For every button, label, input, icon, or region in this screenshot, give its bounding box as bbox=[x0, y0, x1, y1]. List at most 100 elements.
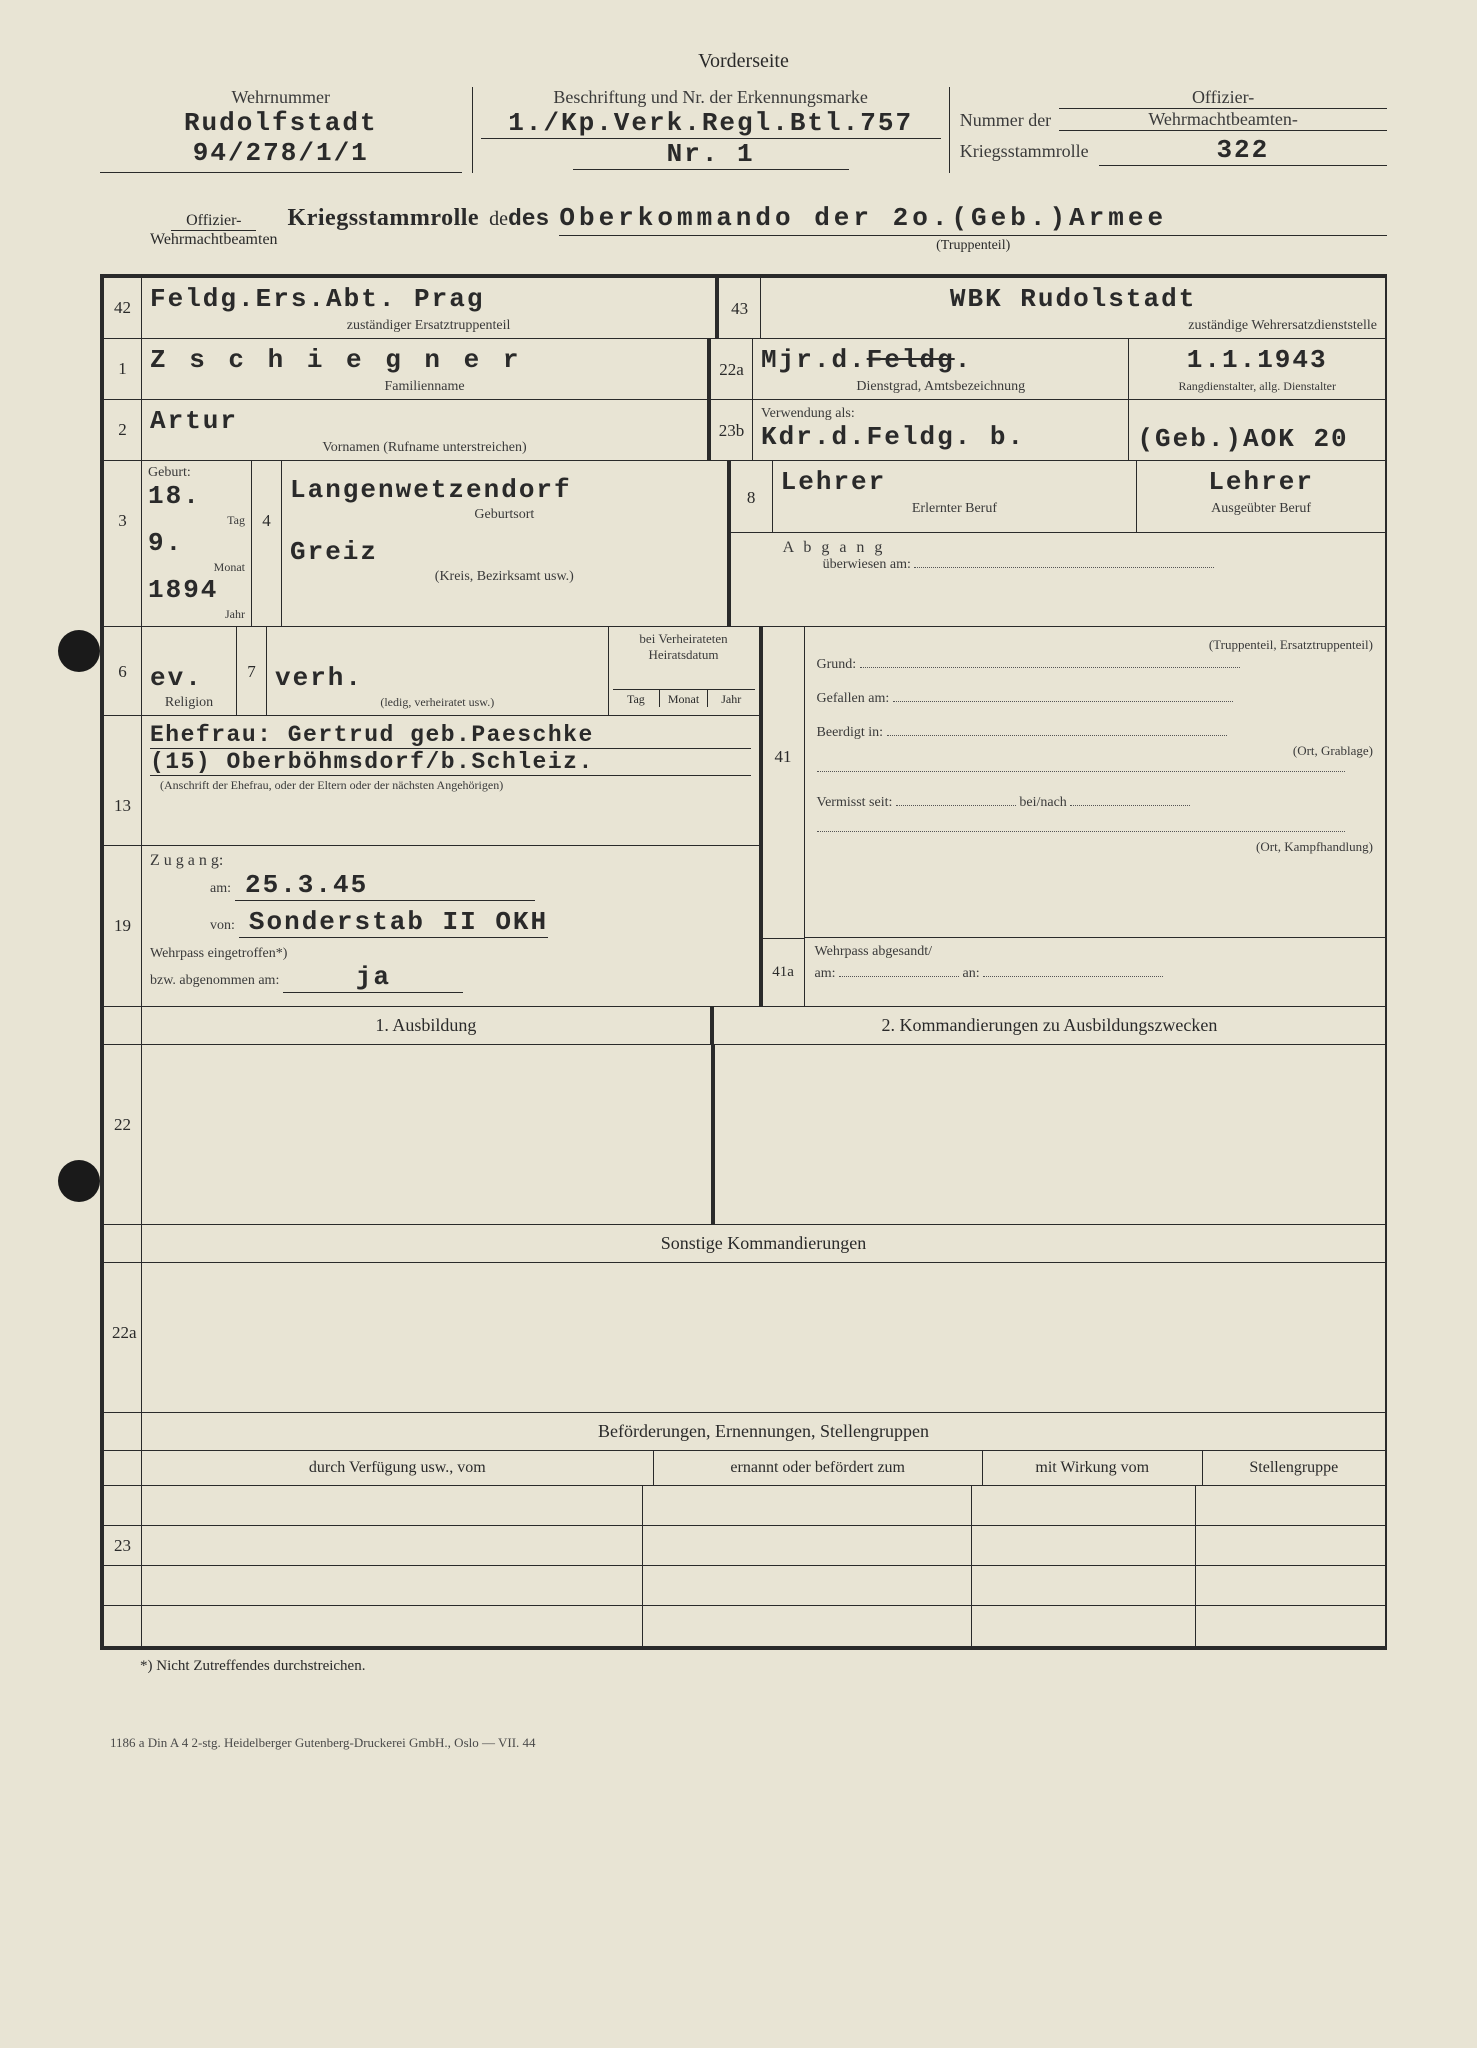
grund-row: Grund: bbox=[817, 657, 1373, 673]
row-22a-body: 22a bbox=[104, 1263, 1385, 1413]
value-23b-1: Kdr.d.Feldg. b. bbox=[761, 422, 1120, 452]
nummer-label: Nummer der bbox=[960, 110, 1051, 131]
ausbildung-2: 2. Kommandierungen zu Ausbildungszwecken bbox=[714, 1007, 1385, 1044]
num-6: 6 bbox=[104, 627, 142, 715]
header-row: Wehrnummer Rudolfstadt 94/278/1/1 Beschr… bbox=[100, 87, 1387, 173]
label-2: Vornamen (Rufname unterstreichen) bbox=[150, 440, 699, 456]
cell-43: WBK Rudolstadt zuständige Wehrersatzdien… bbox=[761, 278, 1385, 338]
grund-label: Grund: bbox=[817, 657, 857, 672]
num-7: 7 bbox=[237, 627, 267, 715]
row-22-header: 1. Ausbildung 2. Kommandierungen zu Ausb… bbox=[104, 1006, 1385, 1045]
wehrnummer-block: Wehrnummer Rudolfstadt 94/278/1/1 bbox=[100, 87, 462, 173]
gefallen-label: Gefallen am: bbox=[817, 691, 890, 706]
num-3: 3 bbox=[104, 461, 142, 626]
value-8-1: Lehrer bbox=[781, 467, 1129, 499]
des-typed: des bbox=[508, 206, 549, 232]
cell-geburt: Geburt: 18. Tag 9. Monat 1894 Jahr bbox=[142, 461, 252, 626]
label-22a-date: Rangdienstalter, allg. Dienstalter bbox=[1137, 379, 1377, 394]
zugang-von-row: von: Sonderstab II OKH bbox=[210, 907, 751, 938]
row-23-3 bbox=[104, 1566, 1385, 1606]
wehrpass-1: Wehrpass eingetroffen*) bbox=[150, 946, 751, 962]
row-23-2: 23 bbox=[104, 1526, 1385, 1566]
geburt-year-label: Jahr bbox=[148, 607, 245, 622]
vermisst-label: Vermisst seit: bbox=[817, 795, 893, 810]
kriegs-num: 322 bbox=[1099, 135, 1387, 166]
cell-22-left bbox=[142, 1045, 715, 1224]
abgang-label: A b g a n g bbox=[783, 539, 1375, 557]
cell-42: Feldg.Ers.Abt. Prag zuständiger Ersatztr… bbox=[142, 278, 719, 338]
footnote: *) Nicht Zutreffendes durchstreichen. bbox=[140, 1658, 1387, 1675]
wehrpass-abg: Wehrpass abgesandt/ bbox=[815, 944, 1375, 960]
ehefrau-2: (15) Oberböhmsdorf/b.Schleiz. bbox=[150, 749, 751, 776]
num-4: 4 bbox=[252, 461, 282, 626]
num-13: 13 bbox=[104, 716, 142, 845]
geburt-month: 9. bbox=[148, 528, 245, 558]
cell-22-right bbox=[715, 1045, 1385, 1224]
punch-hole bbox=[58, 1160, 100, 1202]
cell-41-body: (Truppenteil, Ersatztruppenteil) Grund: … bbox=[805, 627, 1385, 938]
zugang-von-value: Sonderstab II OKH bbox=[239, 907, 548, 938]
zugang-am: am: bbox=[210, 881, 231, 896]
abg-an: an: bbox=[963, 966, 980, 981]
vermisst-row: Vermisst seit: bei/nach bbox=[817, 795, 1373, 811]
value-43: WBK Rudolstadt bbox=[769, 284, 1377, 316]
heirat-jahr: Jahr bbox=[708, 690, 755, 707]
punch-hole bbox=[58, 630, 100, 672]
des-label: dedes bbox=[489, 206, 549, 232]
geburt-day-label: Tag bbox=[148, 513, 245, 528]
num-19: 19 bbox=[104, 846, 142, 1006]
cell-8-1: Lehrer Erlernter Beruf bbox=[773, 461, 1138, 532]
geburt-header: Geburt: bbox=[148, 465, 245, 481]
offizier-label: Offizier- bbox=[1059, 87, 1387, 109]
row-3-4-8: 3 Geburt: 18. Tag 9. Monat 1894 Jahr 4 L… bbox=[104, 461, 1385, 627]
vorderseite-label: Vorderseite bbox=[100, 50, 1387, 73]
trupp-label: (Truppenteil) bbox=[559, 238, 1387, 254]
sonstige-title: Sonstige Kommandierungen bbox=[142, 1225, 1385, 1262]
label-1: Familienname bbox=[150, 379, 699, 395]
ausbildung-1: 1. Ausbildung bbox=[142, 1007, 714, 1044]
num-42: 42 bbox=[104, 278, 142, 338]
heirat-tag: Tag bbox=[613, 690, 661, 707]
num-22: 22 bbox=[104, 1045, 142, 1224]
row-23-title: Beförderungen, Ernennungen, Stellengrupp… bbox=[104, 1413, 1385, 1451]
wmb-label: Wehrmachtbeamten- bbox=[1059, 109, 1387, 131]
title-row: Offizier- Wehrmachtbeamten Kriegsstammro… bbox=[150, 203, 1387, 254]
erkennungsmarke-block: Beschriftung und Nr. der Erkennungsmarke… bbox=[472, 87, 950, 173]
beinach-label: bei/nach bbox=[1019, 795, 1066, 810]
right-41-stack: (Truppenteil, Ersatztruppenteil) Grund: … bbox=[805, 627, 1385, 1006]
label-43: zuständige Wehrersatzdienststelle bbox=[769, 318, 1377, 334]
cell-22a: Mjr.d.Feldg. Dienstgrad, Amtsbezeichnung bbox=[753, 339, 1129, 399]
value-22a-date: 1.1.1943 bbox=[1137, 345, 1377, 377]
num-23b: 23b bbox=[711, 400, 753, 460]
cell-2: Artur Vornamen (Rufname unterstreichen) bbox=[142, 400, 711, 460]
cell-6: ev. Religion bbox=[142, 627, 237, 715]
label-6: Religion bbox=[150, 695, 228, 711]
col-1: durch Verfügung usw., vom bbox=[142, 1451, 654, 1485]
blank-23-3 bbox=[104, 1566, 142, 1605]
ehefrau-label: (Anschrift der Ehefrau, oder der Eltern … bbox=[160, 778, 751, 793]
beerdigt-label: Beerdigt in: bbox=[817, 725, 884, 740]
num-43: 43 bbox=[719, 278, 761, 338]
wehrnummer-value: Rudolfstadt 94/278/1/1 bbox=[100, 108, 462, 173]
blank-num-23 bbox=[104, 1413, 142, 1450]
blank-num-22 bbox=[104, 1007, 142, 1044]
col-3: mit Wirkung vom bbox=[983, 1451, 1203, 1485]
cell-8-stack: Lehrer Erlernter Beruf Lehrer Ausgeübter… bbox=[773, 461, 1385, 626]
value-8-2: Lehrer bbox=[1145, 467, 1377, 499]
num-2: 2 bbox=[104, 400, 142, 460]
heirat-monat: Monat bbox=[660, 690, 708, 707]
gefallen-row: Gefallen am: bbox=[817, 691, 1373, 707]
cell-22a-body bbox=[142, 1263, 1385, 1412]
officer-line1: Offizier- bbox=[171, 212, 256, 231]
num-8: 8 bbox=[731, 461, 773, 533]
kriegsstammrolle-num-block: Nummer der Offizier- Wehrmachtbeamten- K… bbox=[960, 87, 1387, 173]
wehrpass-ja: ja bbox=[283, 962, 463, 993]
header-23b: Verwendung als: bbox=[761, 406, 1120, 422]
trupp-ersatz-label: (Truppenteil, Ersatztruppenteil) bbox=[817, 637, 1373, 653]
num-22a: 22a bbox=[711, 339, 753, 399]
num-41: 41 bbox=[763, 627, 805, 1006]
row-1-22a: 1 Z s c h i e g n e r Familienname 22a M… bbox=[104, 339, 1385, 400]
cell-7: verh. (ledig, verheiratet usw.) bbox=[267, 627, 609, 715]
cell-22a-date: 1.1.1943 Rangdienstalter, allg. Dienstal… bbox=[1129, 339, 1385, 399]
col-4: Stellengruppe bbox=[1203, 1451, 1385, 1485]
